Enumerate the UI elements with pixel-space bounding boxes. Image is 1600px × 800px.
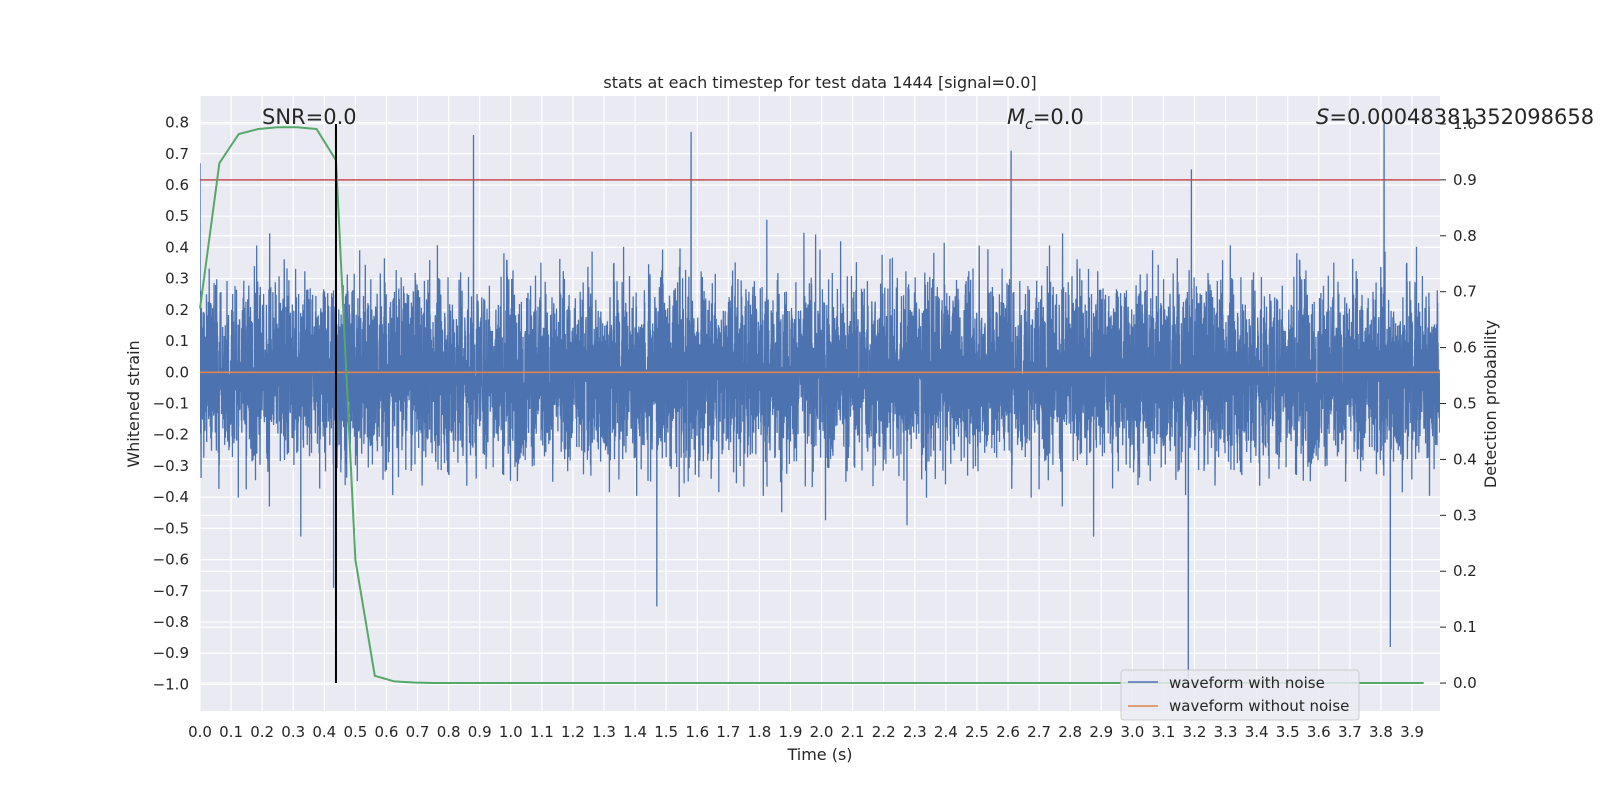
y-tick-label: −1.0 (153, 675, 189, 693)
chirp-mass-value: =0.0 (1033, 105, 1084, 129)
x-tick-label: 0.5 (343, 723, 367, 741)
x-tick-label: 1.1 (530, 723, 554, 741)
y-tick-label: 0.5 (165, 207, 189, 225)
y2-tick-label: 0.3 (1453, 506, 1477, 524)
legend-box (1120, 669, 1360, 721)
x-tick-label: 2.3 (903, 723, 927, 741)
legend: waveform with noise waveform without noi… (1120, 669, 1360, 721)
x-tick-label: 3.3 (1214, 723, 1238, 741)
y-tick-label: −0.3 (153, 457, 189, 475)
x-axis-label: Time (s) (786, 745, 852, 764)
x-tick-label: 2.0 (810, 723, 834, 741)
y2-tick-label: 0.7 (1453, 283, 1477, 301)
series-layer (200, 122, 1440, 679)
y2-tick-label: 1.0 (1453, 115, 1477, 133)
x-tick-label: 1.9 (779, 723, 803, 741)
x-tick-label: 0.4 (312, 723, 336, 741)
x-tick-label: 1.2 (561, 723, 585, 741)
y-tick-label: −0.9 (153, 644, 189, 662)
x-tick-label: 0.3 (281, 723, 305, 741)
x-tick-label: 2.1 (841, 723, 865, 741)
legend-label-waveform-without-noise: waveform without noise (1169, 697, 1349, 715)
x-axis: 0.0 0.1 0.2 0.3 0.4 0.5 0.6 0.7 0.8 0.9 1.0 1.1 1.2 1… (188, 723, 1424, 741)
y2-tick-label: 0.8 (1453, 227, 1477, 245)
chart-title: stats at each timestep for test data 144… (603, 73, 1036, 92)
x-tick-label: 2.4 (934, 723, 958, 741)
y-tick-label: −0.6 (153, 551, 189, 569)
y2-tick-label: 0.0 (1453, 674, 1477, 692)
y-tick-label: −0.1 (153, 395, 189, 413)
x-tick-label: 3.9 (1400, 723, 1424, 741)
x-tick-label: 3.2 (1183, 723, 1207, 741)
x-tick-label: 1.4 (623, 723, 647, 741)
x-tick-label: 2.7 (1027, 723, 1051, 741)
s-annotation: S=0.00048381352098658 (1316, 105, 1594, 129)
y2-tick-label: 0.1 (1453, 618, 1477, 636)
y-axis-left: 0.8 0.7 0.6 0.5 0.4 0.3 0.2 0.1 0.0 −0.1 −0.2 −0.3 −… (153, 114, 189, 694)
x-tick-label: 0.6 (375, 723, 399, 741)
x-tick-label: 0.0 (188, 723, 212, 741)
series-line-waveform-with-noise (200, 122, 1440, 679)
chirp-mass-subscript: c (1025, 117, 1033, 133)
x-tick-label: 1.0 (499, 723, 523, 741)
y-tick-label: −0.2 (153, 426, 189, 444)
x-tick-label: 3.4 (1245, 723, 1269, 741)
y-tick-label: −0.5 (153, 519, 189, 537)
x-tick-label: 0.8 (437, 723, 461, 741)
y-tick-label: 0.1 (165, 332, 189, 350)
y-tick-label: 0.6 (165, 176, 189, 194)
x-tick-label: 0.9 (468, 723, 492, 741)
y-tick-label: 0.7 (165, 145, 189, 163)
x-tick-label: 2.6 (996, 723, 1020, 741)
x-tick-label: 2.8 (1058, 723, 1082, 741)
x-tick-label: 3.6 (1307, 723, 1331, 741)
overlay-layer (199, 123, 1440, 684)
y-axis-right: 1.0 0.9 0.8 0.7 0.6 0.5 0.4 0.3 0.2 0.1 0.0 (1440, 115, 1477, 692)
x-tick-label: 3.7 (1338, 723, 1362, 741)
x-tick-label: 1.3 (592, 723, 616, 741)
x-tick-label: 1.8 (747, 723, 771, 741)
y-axis-label: Whitened strain (124, 340, 143, 467)
y-tick-label: −0.7 (153, 582, 189, 600)
y-tick-label: 0.8 (165, 114, 189, 132)
y2-axis-label: Detection probability (1481, 320, 1500, 488)
y-tick-label: 0.3 (165, 270, 189, 288)
x-tick-label: 0.1 (219, 723, 243, 741)
y-tick-label: 0.0 (165, 363, 189, 381)
s-value: =0.00048381352098658 (1329, 105, 1594, 129)
y2-tick-label: 0.4 (1453, 450, 1477, 468)
x-tick-label: 2.9 (1089, 723, 1113, 741)
s-symbol: S (1316, 105, 1329, 129)
x-tick-label: 1.5 (654, 723, 678, 741)
legend-label-waveform-with-noise: waveform with noise (1169, 674, 1325, 692)
x-tick-label: 2.5 (965, 723, 989, 741)
chirp-mass-annotation: Mc=0.0 (1007, 105, 1084, 133)
y2-tick-label: 0.9 (1453, 171, 1477, 189)
y2-tick-label: 0.2 (1453, 562, 1477, 580)
chirp-mass-symbol: M (1007, 105, 1025, 129)
y-tick-label: −0.8 (153, 613, 189, 631)
x-tick-label: 3.0 (1120, 723, 1144, 741)
y2-tick-label: 0.5 (1453, 395, 1477, 413)
x-tick-label: 3.5 (1276, 723, 1300, 741)
y2-tick-label: 0.6 (1453, 339, 1477, 357)
y-tick-label: −0.4 (153, 488, 189, 506)
y-tick-label: 0.4 (165, 238, 189, 256)
x-tick-label: 1.6 (685, 723, 709, 741)
series-line-detection-probability (199, 126, 1424, 684)
x-tick-label: 3.8 (1369, 723, 1393, 741)
x-tick-label: 0.2 (250, 723, 274, 741)
snr-annotation: SNR=0.0 (262, 105, 357, 129)
x-tick-label: 3.1 (1151, 723, 1175, 741)
y-tick-label: 0.2 (165, 301, 189, 319)
x-tick-label: 1.7 (716, 723, 740, 741)
x-tick-label: 2.2 (872, 723, 896, 741)
x-tick-label: 0.7 (406, 723, 430, 741)
